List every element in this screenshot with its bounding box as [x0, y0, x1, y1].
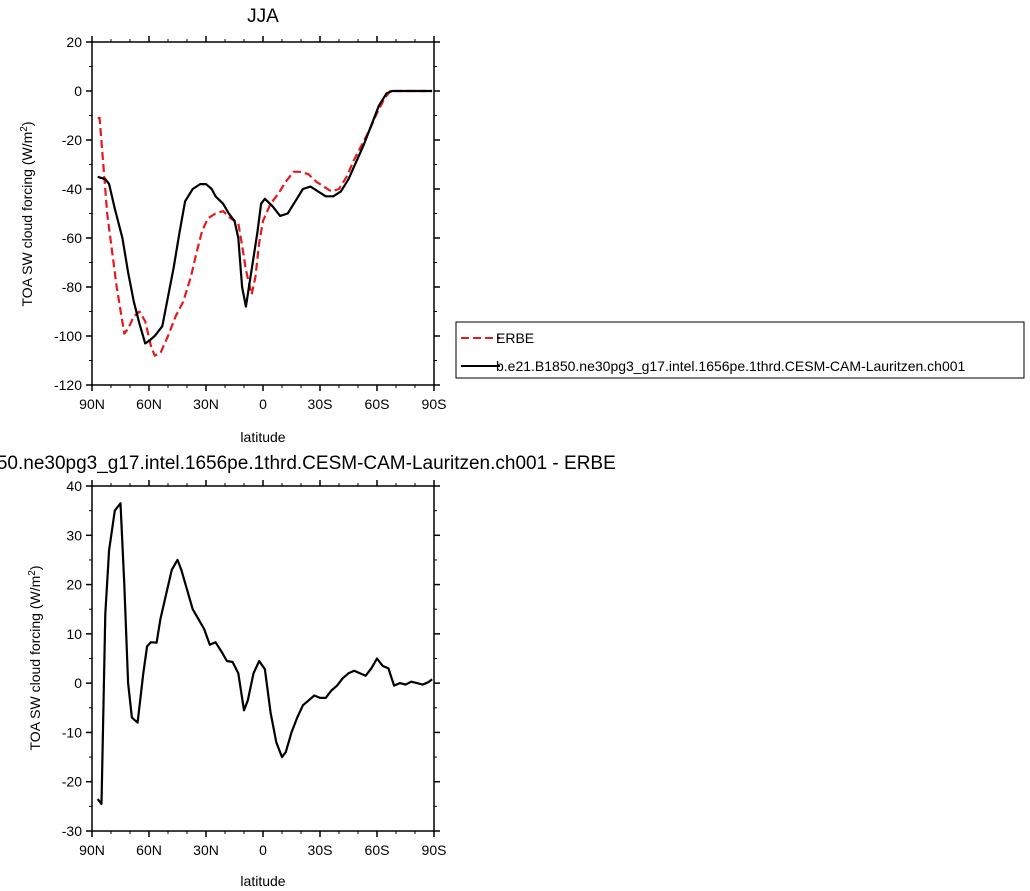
x-tick-label: 90S: [422, 396, 447, 412]
series-group: [97, 89, 433, 357]
y-tick-label: 30: [66, 527, 82, 543]
y-tick-label: -10: [62, 724, 82, 740]
x-tick-label: 60N: [136, 396, 162, 412]
y-tick-label: -120: [54, 377, 82, 393]
x-tick-label: 60N: [136, 842, 162, 858]
x-tick-label: 30S: [308, 842, 333, 858]
y-tick-label: 40: [66, 478, 82, 494]
chart-panel-bottom: b.e21.B1850.ne30pg3_g17.intel.1656pe.1th…: [0, 453, 616, 889]
y-axis-label: TOA SW cloud forcing (W/m2): [27, 565, 43, 750]
x-tick-label: 30S: [308, 396, 333, 412]
x-tick-label: 0: [259, 396, 267, 412]
y-tick-label: 0: [74, 675, 82, 691]
plot-frame: [91, 485, 435, 832]
legend: ERBE b.e21.B1850.ne30pg3_g17.intel.1656p…: [455, 321, 1025, 379]
series-line-model: [97, 89, 433, 345]
tick-group: 90N 60N 30N 0 30S 60S 90S 20 0 -20 -40 -60 -80 -100 -1…: [54, 34, 446, 412]
chart-panel-top: JJA 90N 60N 30N 0 30S 60S 90S 20 0 -20 -40 -60 -80 -1…: [19, 6, 446, 445]
y-tick-label: 0: [74, 83, 82, 99]
x-axis-label: latitude: [240, 873, 285, 889]
chart-title: b.e21.B1850.ne30pg3_g17.intel.1656pe.1th…: [0, 453, 616, 474]
x-tick-label: 30N: [193, 396, 219, 412]
x-tick-label: 90S: [422, 842, 447, 858]
y-tick-label: -20: [62, 774, 82, 790]
y-tick-label: -100: [54, 328, 82, 344]
series-group: [96, 502, 433, 806]
x-tick-label: 90N: [79, 396, 105, 412]
legend-box: [455, 321, 1025, 379]
tick-group: 90N 60N 30N 0 30S 60S 90S 40 30 20 10 0 -10 -20 -30: [62, 478, 447, 858]
x-tick-label: 0: [259, 842, 267, 858]
y-tick-label: -20: [62, 132, 82, 148]
y-tick-label: -60: [62, 230, 82, 246]
x-tick-label: 90N: [79, 842, 105, 858]
y-tick-label: 10: [66, 626, 82, 642]
x-tick-label: 60S: [365, 842, 390, 858]
chart-title: JJA: [247, 6, 279, 27]
legend-label-erbe: ERBE: [496, 330, 534, 346]
series-line-erbe: [97, 89, 433, 357]
y-axis-label: TOA SW cloud forcing (W/m2): [19, 121, 35, 306]
x-tick-label: 30N: [193, 842, 219, 858]
series-line-difference: [96, 502, 433, 806]
legend-label-model: b.e21.B1850.ne30pg3_g17.intel.1656pe.1th…: [496, 358, 966, 374]
y-tick-label: -80: [62, 279, 82, 295]
y-tick-label: 20: [66, 34, 82, 50]
y-tick-label: -30: [62, 823, 82, 839]
y-tick-label: 20: [66, 577, 82, 593]
x-tick-label: 60S: [365, 396, 390, 412]
x-axis-label: latitude: [240, 429, 285, 445]
y-tick-label: -40: [62, 181, 82, 197]
